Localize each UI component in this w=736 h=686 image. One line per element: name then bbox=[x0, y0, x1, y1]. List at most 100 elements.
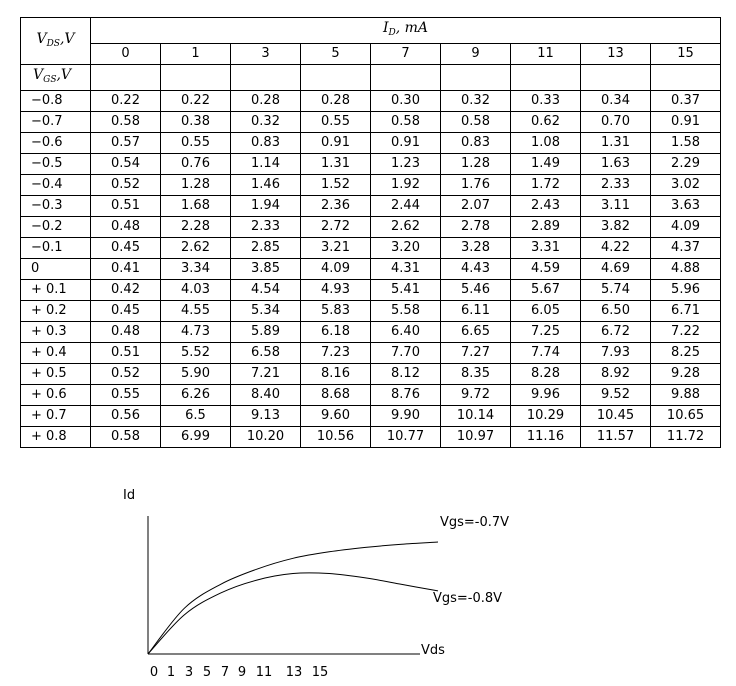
plot-curves bbox=[147, 541, 439, 655]
x-tick-label: 13 bbox=[286, 665, 303, 680]
id-value-cell: 5.90 bbox=[160, 363, 231, 385]
vgs-value: + 0.4 bbox=[20, 342, 91, 364]
id-value-cell: 10.45 bbox=[580, 405, 651, 427]
id-value-cell: 3.85 bbox=[230, 258, 301, 280]
id-value-cell: 10.20 bbox=[230, 426, 301, 448]
measurement-table: VDS,V ID, mA 0 1 3 5 7 9 11 13 15 VGS,V −0.8 0.22… bbox=[20, 17, 722, 448]
id-value-cell: 11.16 bbox=[510, 426, 581, 448]
id-value-cell: 1.92 bbox=[370, 174, 441, 196]
id-value-cell: 4.09 bbox=[300, 258, 371, 280]
id-value-cell: 3.82 bbox=[580, 216, 651, 238]
id-value-cell: 0.51 bbox=[90, 195, 161, 217]
table-row: −0.5 0.54 0.76 1.14 1.31 1.23 1.28 1.49 1.63 2.29 bbox=[20, 153, 722, 175]
id-value-cell: 3.21 bbox=[300, 237, 371, 259]
table-row: + 0.2 0.45 4.55 5.34 5.83 5.58 6.11 6.05 6.50 6.7… bbox=[20, 300, 722, 322]
empty-cell bbox=[90, 64, 161, 91]
id-value-cell: 0.51 bbox=[90, 342, 161, 364]
id-value-cell: 0.28 bbox=[230, 90, 301, 112]
id-value-cell: 2.78 bbox=[440, 216, 511, 238]
x-tick-label: 5 bbox=[203, 665, 211, 680]
id-value-cell: 2.36 bbox=[300, 195, 371, 217]
id-value-cell: 1.28 bbox=[160, 174, 231, 196]
id-value-cell: 2.85 bbox=[230, 237, 301, 259]
id-value-cell: 0.58 bbox=[370, 111, 441, 133]
id-value-cell: 1.46 bbox=[230, 174, 301, 196]
id-value-cell: 0.41 bbox=[90, 258, 161, 280]
id-value-cell: 6.58 bbox=[230, 342, 301, 364]
empty-cell bbox=[580, 64, 651, 91]
id-value-cell: 0.76 bbox=[160, 153, 231, 175]
id-value-cell: 4.73 bbox=[160, 321, 231, 343]
id-value-cell: 8.76 bbox=[370, 384, 441, 406]
id-value-cell: 5.89 bbox=[230, 321, 301, 343]
id-value-cell: 1.31 bbox=[300, 153, 371, 175]
id-value-cell: 0.52 bbox=[90, 174, 161, 196]
table-row: + 0.7 0.56 6.5 9.13 9.60 9.90 10.14 10.29 10.45 1… bbox=[20, 405, 722, 427]
id-value-cell: 6.50 bbox=[580, 300, 651, 322]
id-value-cell: 5.41 bbox=[370, 279, 441, 301]
id-value-cell: 6.40 bbox=[370, 321, 441, 343]
id-value-cell: 4.43 bbox=[440, 258, 511, 280]
table-row: 0 0.41 3.34 3.85 4.09 4.31 4.43 4.59 4.69 4.88 bbox=[20, 258, 722, 280]
id-value-cell: 2.62 bbox=[160, 237, 231, 259]
vgs-value: + 0.7 bbox=[20, 405, 91, 427]
id-value-cell: 0.91 bbox=[300, 132, 371, 154]
id-value-cell: 0.52 bbox=[90, 363, 161, 385]
id-value-cell: 0.55 bbox=[160, 132, 231, 154]
id-value-cell: 7.74 bbox=[510, 342, 581, 364]
id-value-cell: 8.25 bbox=[649, 342, 722, 364]
id-value-cell: 9.60 bbox=[300, 405, 371, 427]
empty-cell bbox=[649, 64, 722, 91]
vgs-label-row: VGS,V bbox=[20, 64, 722, 91]
column-header: 5 bbox=[300, 43, 371, 65]
id-value-cell: 0.42 bbox=[90, 279, 161, 301]
vgs-value: 0 bbox=[20, 258, 91, 280]
id-value-cell: 2.07 bbox=[440, 195, 511, 217]
id-value-cell: 0.57 bbox=[90, 132, 161, 154]
id-value-cell: 3.63 bbox=[649, 195, 722, 217]
column-header: 9 bbox=[440, 43, 511, 65]
empty-cell bbox=[440, 64, 511, 91]
vgs-value: −0.8 bbox=[20, 90, 91, 112]
id-value-cell: 8.12 bbox=[370, 363, 441, 385]
id-value-cell: 8.40 bbox=[230, 384, 301, 406]
vgs-value: + 0.1 bbox=[20, 279, 91, 301]
column-header: 15 bbox=[649, 43, 722, 65]
id-value-cell: 0.33 bbox=[510, 90, 581, 112]
id-value-cell: 0.62 bbox=[510, 111, 581, 133]
vgs-value: + 0.6 bbox=[20, 384, 91, 406]
x-tick-label: 11 bbox=[256, 665, 273, 680]
table-row: + 0.6 0.55 6.26 8.40 8.68 8.76 9.72 9.96 9.52 9.8… bbox=[20, 384, 722, 406]
id-value-cell: 6.72 bbox=[580, 321, 651, 343]
id-value-cell: 0.22 bbox=[160, 90, 231, 112]
table-row: + 0.5 0.52 5.90 7.21 8.16 8.12 8.35 8.28 8.92 9.2… bbox=[20, 363, 722, 385]
id-value-cell: 8.16 bbox=[300, 363, 371, 385]
column-header: 3 bbox=[230, 43, 301, 65]
id-value-cell: 1.76 bbox=[440, 174, 511, 196]
id-value-cell: 4.59 bbox=[510, 258, 581, 280]
x-tick-label: 3 bbox=[185, 665, 193, 680]
id-value-cell: 0.30 bbox=[370, 90, 441, 112]
id-value-cell: 0.58 bbox=[440, 111, 511, 133]
id-value-cell: 6.71 bbox=[649, 300, 722, 322]
id-value-cell: 6.99 bbox=[160, 426, 231, 448]
id-value-cell: 9.52 bbox=[580, 384, 651, 406]
column-header: 1 bbox=[160, 43, 231, 65]
id-value-cell: 5.46 bbox=[440, 279, 511, 301]
id-value-cell: 2.29 bbox=[649, 153, 722, 175]
empty-cell bbox=[160, 64, 231, 91]
id-value-cell: 2.33 bbox=[580, 174, 651, 196]
id-value-cell: 8.92 bbox=[580, 363, 651, 385]
id-value-cell: 11.57 bbox=[580, 426, 651, 448]
vgs-value: −0.1 bbox=[20, 237, 91, 259]
id-value-cell: 2.72 bbox=[300, 216, 371, 238]
id-value-cell: 0.91 bbox=[370, 132, 441, 154]
id-value-cell: 1.63 bbox=[580, 153, 651, 175]
column-header: 7 bbox=[370, 43, 441, 65]
x-tick-label: 15 bbox=[312, 665, 329, 680]
id-value-cell: 10.77 bbox=[370, 426, 441, 448]
id-value-cell: 10.56 bbox=[300, 426, 371, 448]
series-line bbox=[147, 572, 439, 655]
id-value-cell: 9.13 bbox=[230, 405, 301, 427]
